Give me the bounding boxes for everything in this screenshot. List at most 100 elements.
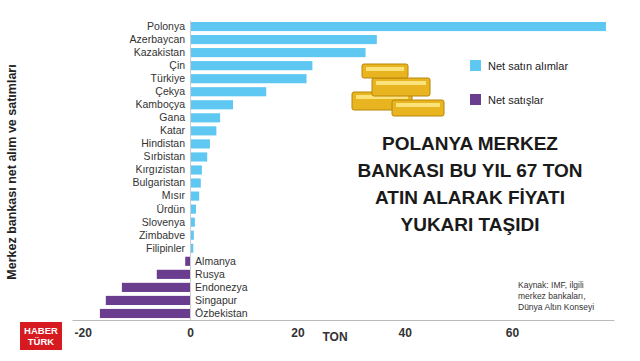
category-label: Hindistan [141, 137, 185, 149]
y-tick: Katar [160, 124, 190, 136]
chart-title: POLANYA MERKEZ BANKASI BU YIL 67 TON ATIN … [358, 133, 583, 235]
bar [190, 192, 199, 201]
bar [190, 100, 233, 109]
y-tick: Gana [159, 111, 190, 123]
chart-title-line: YUKARI TAŞIDI [401, 214, 540, 235]
category-label: Gana [159, 111, 185, 123]
bar [122, 283, 190, 292]
y-tick: Kazakistan [134, 46, 190, 58]
category-label: Rusya [195, 268, 225, 280]
category-label: Çekya [155, 85, 185, 97]
x-tick: 0 [187, 320, 194, 340]
y-tick: Kırgızistan [135, 163, 190, 175]
y-tick: Slovenya [142, 216, 190, 228]
x-axis-title: TON [322, 330, 347, 344]
category-label: Kamboçya [135, 98, 185, 110]
y-tick: Filipinler [146, 242, 190, 254]
category-label: Katar [160, 124, 186, 136]
chart-title-line: BANKASI BU YIL 67 TON [358, 160, 583, 181]
x-tick-label: 60 [506, 326, 520, 340]
y-tick: Ürdün [156, 202, 190, 214]
category-label: Endonezya [195, 281, 248, 293]
y-tick: Sırbistan [144, 150, 190, 162]
bar [190, 35, 377, 44]
y-axis: PolonyaAzerbaycanKazakistanÇinTürkiyeÇek… [130, 20, 248, 321]
gold-bar [362, 64, 408, 78]
gold-bar [392, 100, 444, 116]
y-tick: Hindistan [141, 137, 190, 149]
source-line: Dünya Altın Konseyi [518, 302, 594, 312]
x-tick: 40 [399, 320, 413, 340]
category-label: Çin [169, 59, 185, 71]
gold-bar [372, 78, 430, 96]
bar [190, 61, 312, 70]
bar [190, 113, 220, 122]
y-tick: Almanya [190, 255, 236, 267]
category-label: Azerbaycan [130, 33, 186, 45]
y-tick: Singapur [190, 294, 238, 306]
category-label: Bulgaristan [133, 176, 186, 188]
x-tick: 60 [506, 320, 520, 340]
legend-label: Net satışlar [488, 94, 544, 106]
y-tick: Zimbabve [139, 229, 190, 241]
category-label: Özbekistan [195, 307, 248, 319]
logo-text: HABER [24, 325, 58, 336]
gold-shine [366, 67, 404, 71]
y-tick: Kamboçya [135, 98, 190, 110]
x-tick-label: 40 [399, 326, 413, 340]
category-label: Almanya [195, 255, 236, 267]
bar [190, 152, 207, 161]
source-line: merkez bankaları, [518, 291, 586, 301]
chart-title-line: POLANYA MERKEZ [382, 133, 558, 154]
legend: Net satın alımlar Net satışlar [470, 60, 568, 106]
x-tick-label: -20 [75, 326, 93, 340]
bar [190, 178, 201, 187]
bar [190, 87, 266, 96]
x-tick: 20 [291, 320, 305, 340]
gold-shine [396, 103, 440, 107]
chart-root: PolonyaAzerbaycanKazakistanÇinTürkiyeÇek… [0, 0, 640, 361]
y-axis-title: Merkez bankası net alım ve satımları [5, 64, 19, 279]
category-label: Kırgızistan [135, 163, 185, 175]
y-tick: Endonezya [190, 281, 248, 293]
category-label: Ürdün [156, 202, 185, 214]
x-tick: -20 [75, 320, 93, 340]
gold-decoration [352, 64, 444, 116]
bar [190, 22, 606, 31]
legend-label: Net satın alımlar [488, 60, 568, 72]
y-tick: Çin [169, 59, 190, 71]
category-label: Mısır [162, 189, 186, 201]
bar [190, 126, 216, 135]
category-label: Singapur [195, 294, 238, 306]
legend-swatch [470, 60, 481, 71]
y-tick: Çekya [155, 85, 190, 97]
category-label: Sırbistan [144, 150, 186, 162]
category-label: Polonya [147, 20, 185, 32]
bar [185, 257, 190, 266]
bars [100, 22, 606, 318]
x-tick-label: 20 [291, 326, 305, 340]
y-tick: Mısır [162, 189, 190, 201]
bar [157, 270, 190, 279]
legend-swatch [470, 94, 481, 105]
category-label: Slovenya [142, 216, 185, 228]
source-line: Kaynak: IMF, ilgili [518, 280, 584, 290]
chart-title-line: ATIN ALARAK FİYATI [375, 187, 565, 208]
bar [190, 165, 202, 174]
x-tick-label: 0 [187, 326, 194, 340]
bar [190, 139, 210, 148]
category-label: Zimbabve [139, 229, 185, 241]
bar [100, 309, 190, 318]
logo-box [20, 322, 62, 350]
y-tick: Türkiye [151, 72, 190, 84]
y-tick: Bulgaristan [133, 176, 191, 188]
y-tick: Azerbaycan [130, 33, 190, 45]
logo-text: TÜRK [28, 336, 55, 347]
bar [190, 74, 306, 83]
y-tick: Özbekistan [190, 307, 248, 319]
category-label: Filipinler [146, 242, 186, 254]
y-tick: Polonya [147, 20, 190, 32]
category-label: Türkiye [151, 72, 186, 84]
gold-shine [376, 81, 426, 85]
bar [190, 48, 365, 57]
